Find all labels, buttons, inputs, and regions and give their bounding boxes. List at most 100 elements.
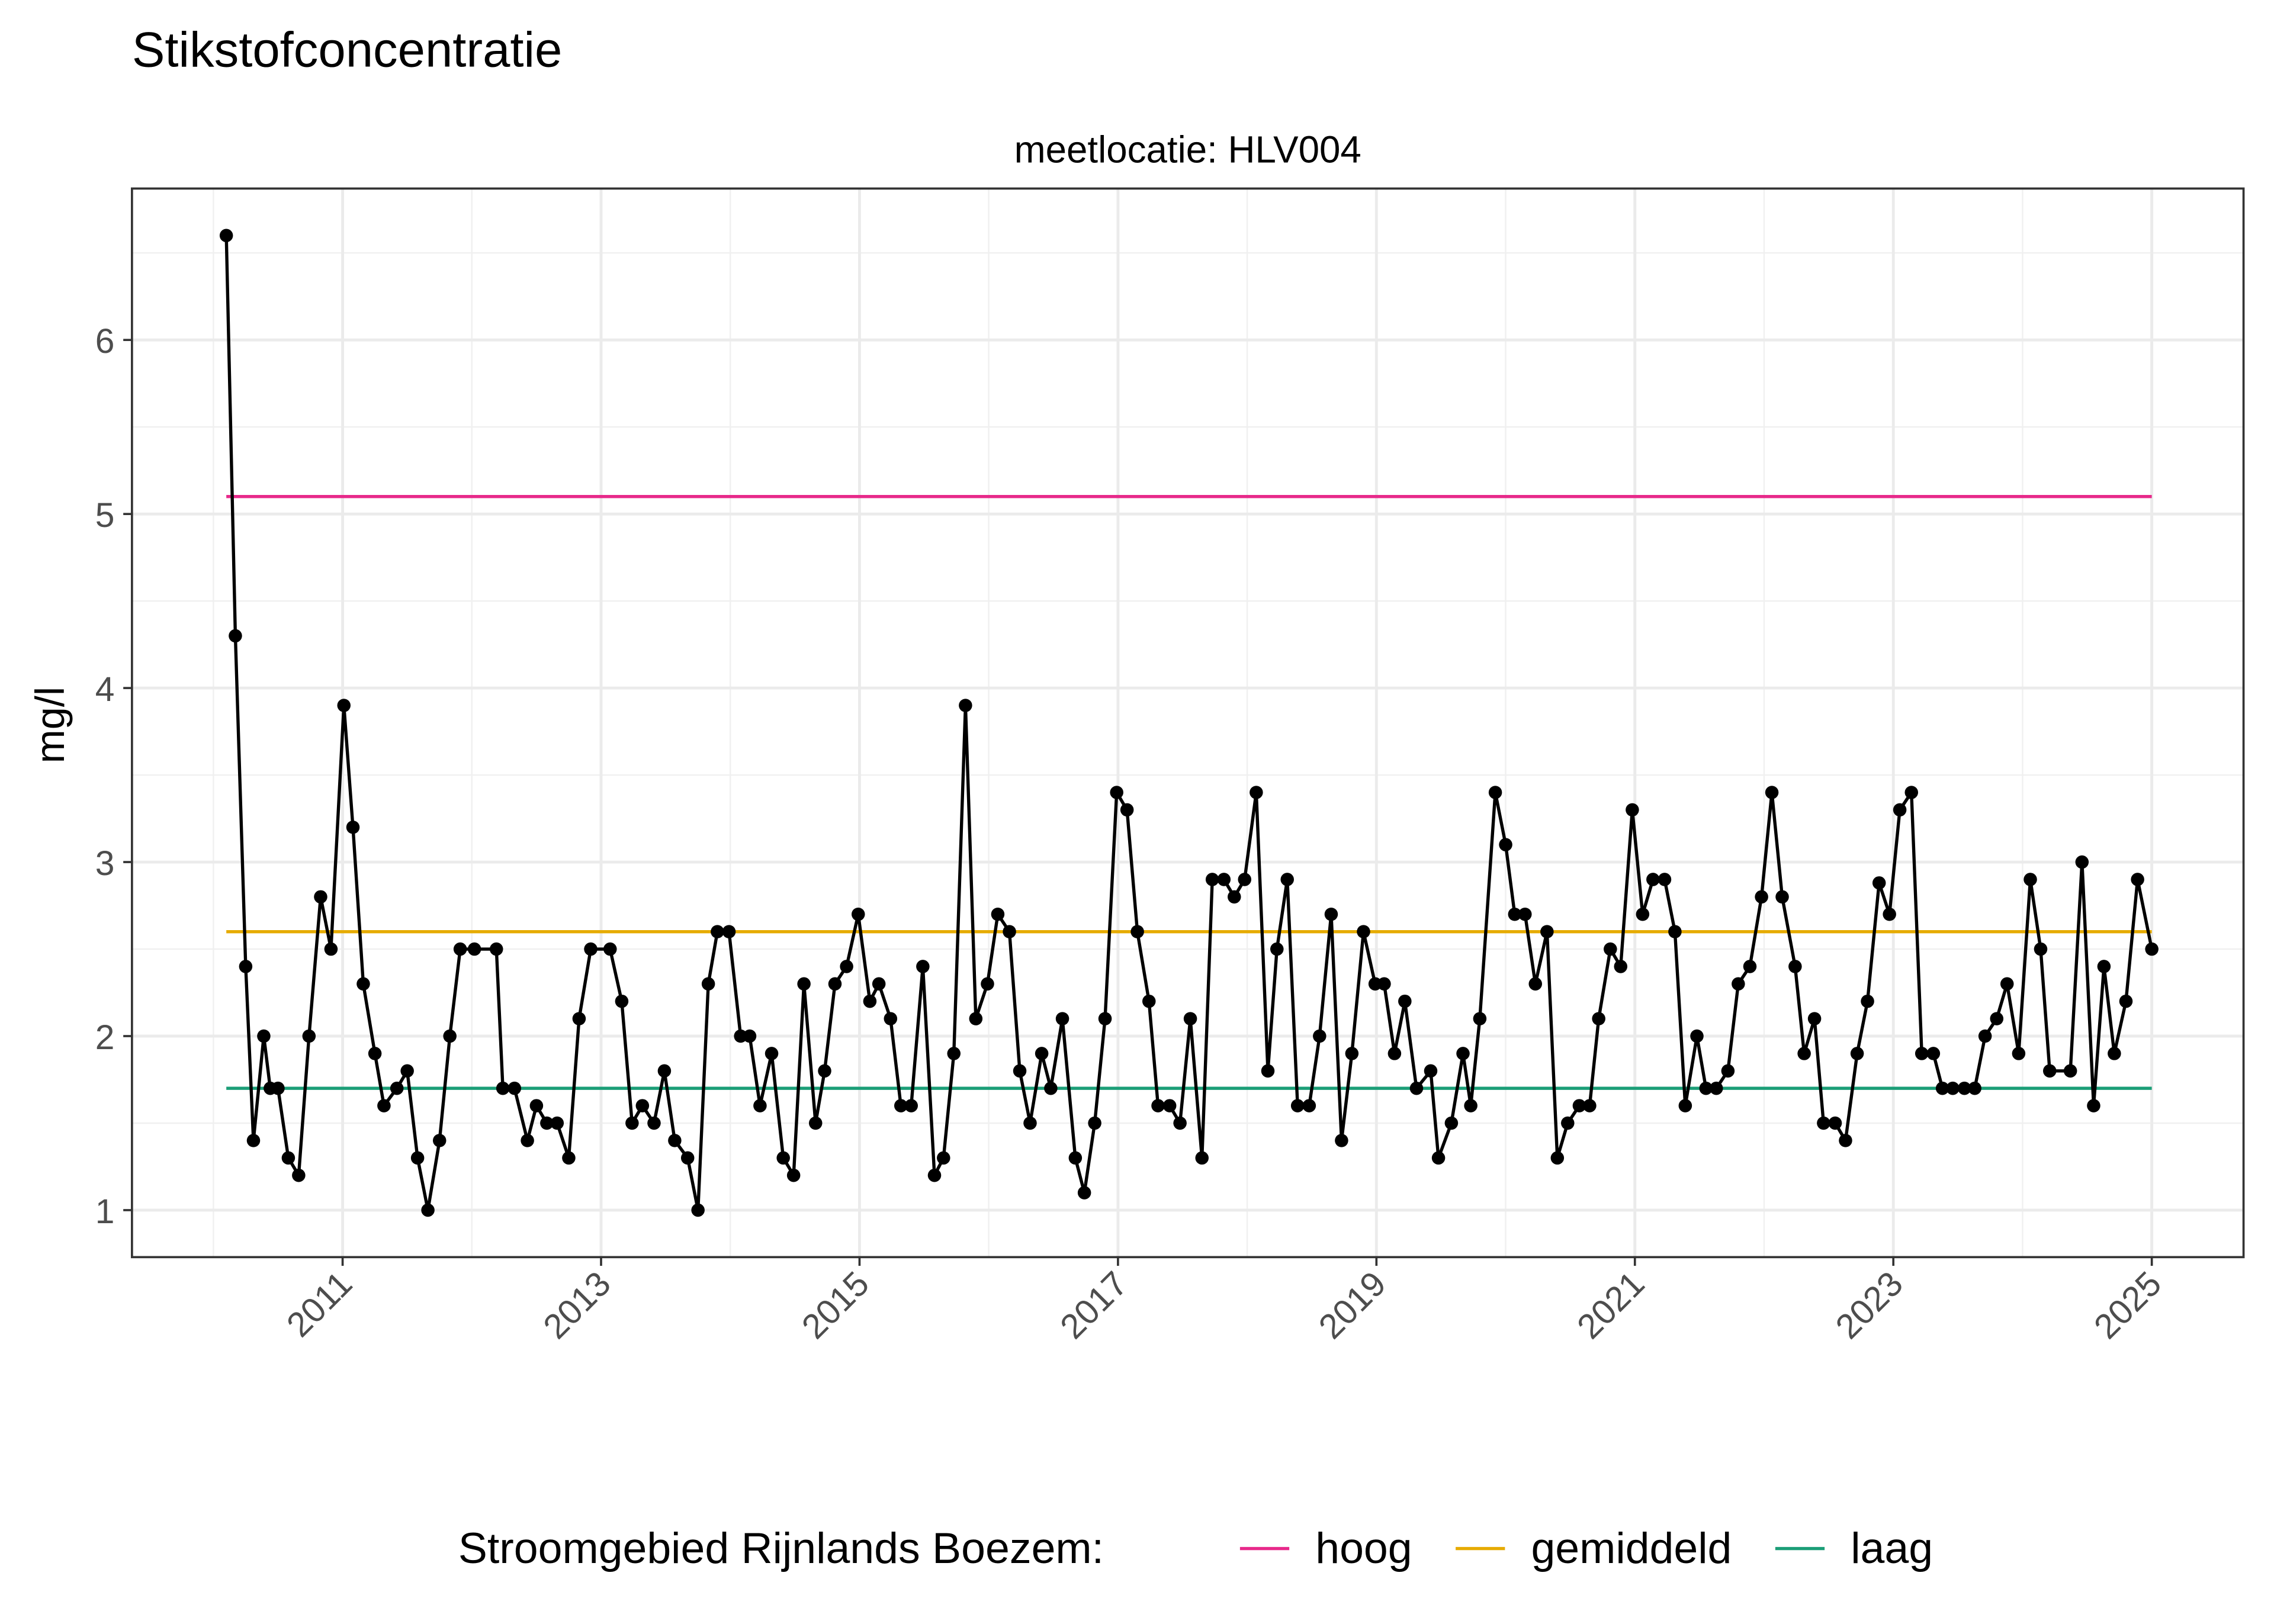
- data-point: [1003, 925, 1016, 938]
- data-point: [743, 1029, 757, 1043]
- data-point: [1228, 890, 1241, 904]
- data-point: [1424, 1064, 1438, 1078]
- y-tick-label: 2: [95, 1018, 115, 1057]
- data-point: [1290, 1099, 1305, 1112]
- data-point: [828, 977, 842, 991]
- data-point: [808, 1116, 823, 1130]
- data-point: [1377, 977, 1391, 991]
- data-point: [981, 977, 994, 991]
- data-point: [292, 1168, 306, 1182]
- data-point: [701, 977, 715, 991]
- data-point: [937, 1151, 950, 1165]
- data-point: [1743, 960, 1757, 973]
- data-point: [1583, 1099, 1597, 1112]
- data-point: [797, 977, 811, 991]
- data-point: [239, 960, 253, 973]
- data-point: [668, 1134, 682, 1147]
- data-point: [2042, 1064, 2057, 1078]
- data-point: [1755, 890, 1768, 904]
- data-point: [1499, 838, 1512, 851]
- data-point: [496, 1081, 510, 1095]
- data-point: [2097, 960, 2111, 973]
- data-point: [1261, 1064, 1275, 1078]
- data-point: [1668, 925, 1682, 938]
- data-point: [647, 1116, 661, 1130]
- data-point: [2087, 1099, 2100, 1112]
- data-point: [1883, 907, 1896, 921]
- data-point: [1765, 786, 1779, 799]
- data-point: [1572, 1099, 1586, 1112]
- data-point: [840, 960, 853, 973]
- data-point: [1035, 1047, 1049, 1060]
- data-point: [1270, 942, 1284, 956]
- data-point: [489, 942, 503, 956]
- data-point: [872, 977, 886, 991]
- data-point: [786, 1168, 801, 1182]
- data-point: [562, 1151, 576, 1165]
- data-point: [625, 1116, 639, 1130]
- data-point: [680, 1151, 695, 1165]
- data-point: [421, 1203, 435, 1217]
- data-point: [722, 925, 736, 938]
- data-point: [1313, 1029, 1326, 1043]
- data-point: [851, 907, 865, 921]
- x-tick-label: 2025: [2087, 1265, 2169, 1346]
- data-point: [246, 1134, 261, 1147]
- data-point: [1195, 1151, 1209, 1165]
- data-point: [1488, 786, 1502, 799]
- data-point: [1173, 1116, 1187, 1130]
- data-point: [1788, 960, 1802, 973]
- data-point: [1013, 1064, 1027, 1078]
- data-point: [1709, 1081, 1723, 1095]
- data-point: [1068, 1151, 1083, 1165]
- data-point: [1850, 1047, 1864, 1060]
- data-point: [753, 1099, 767, 1112]
- data-point: [1935, 1081, 1949, 1095]
- data-point: [947, 1047, 961, 1060]
- data-point: [991, 907, 1005, 921]
- data-point: [2012, 1047, 2026, 1060]
- panel-background: [131, 188, 2244, 1258]
- data-point: [959, 699, 972, 712]
- grid: 1 2 3 4 5 6 2011 2013 2015 2017 2019 2021 2023 2025: [95, 188, 2244, 1346]
- data-point: [1861, 994, 1874, 1008]
- data-point: [453, 942, 467, 956]
- data-point: [1614, 960, 1628, 973]
- data-point: [1926, 1047, 1941, 1060]
- data-point: [1721, 1064, 1735, 1078]
- data-point: [1636, 907, 1650, 921]
- data-point: [377, 1099, 391, 1112]
- data-point: [1130, 925, 1144, 938]
- data-point: [550, 1116, 564, 1130]
- data-point: [257, 1029, 271, 1043]
- data-point: [1098, 1012, 1112, 1025]
- data-point: [1604, 942, 1617, 956]
- data-point: [1561, 1116, 1575, 1130]
- data-point: [1957, 1081, 1971, 1095]
- data-point: [1345, 1047, 1359, 1060]
- legend-title: Stroomgebied Rijnlands Boezem:: [458, 1523, 1104, 1572]
- data-point: [1508, 907, 1522, 921]
- data-point: [229, 629, 242, 643]
- data-point: [1797, 1047, 1811, 1060]
- data-point: [2119, 994, 2133, 1008]
- data-point: [2145, 942, 2159, 956]
- data-line: [224, 235, 2154, 1212]
- data-point: [1387, 1047, 1402, 1060]
- data-point: [2024, 873, 2037, 886]
- data-point: [904, 1099, 918, 1112]
- data-point: [529, 1099, 544, 1112]
- x-tick-label: 2015: [795, 1265, 876, 1346]
- data-point: [1528, 977, 1542, 991]
- data-point: [2075, 855, 2089, 869]
- data-point: [1110, 786, 1123, 799]
- data-point: [1658, 873, 1672, 886]
- data-point: [1540, 925, 1554, 938]
- data-point: [615, 994, 629, 1008]
- data-point: [1839, 1134, 1852, 1147]
- data-point: [1077, 1186, 1091, 1199]
- data-point: [1335, 1134, 1348, 1147]
- data-point: [1968, 1081, 1981, 1095]
- data-point: [2131, 873, 2144, 886]
- data-point: [1915, 1047, 1929, 1060]
